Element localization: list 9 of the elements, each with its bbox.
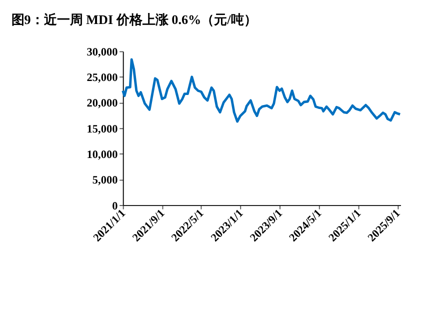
y-tick-label: 0 — [112, 200, 118, 212]
y-tick-label: 5,000 — [92, 174, 118, 187]
y-tick-label: 25,000 — [86, 72, 118, 84]
chart-title: 图9：近一周 MDI 价格上涨 0.6%（元/吨） — [11, 12, 257, 28]
y-tick-label: 15,000 — [86, 123, 118, 136]
y-tick-label: 30,000 — [86, 46, 118, 58]
y-tick-label: 20,000 — [86, 98, 118, 110]
line-series — [122, 58, 402, 123]
y-tick-label: 10,000 — [86, 149, 118, 162]
